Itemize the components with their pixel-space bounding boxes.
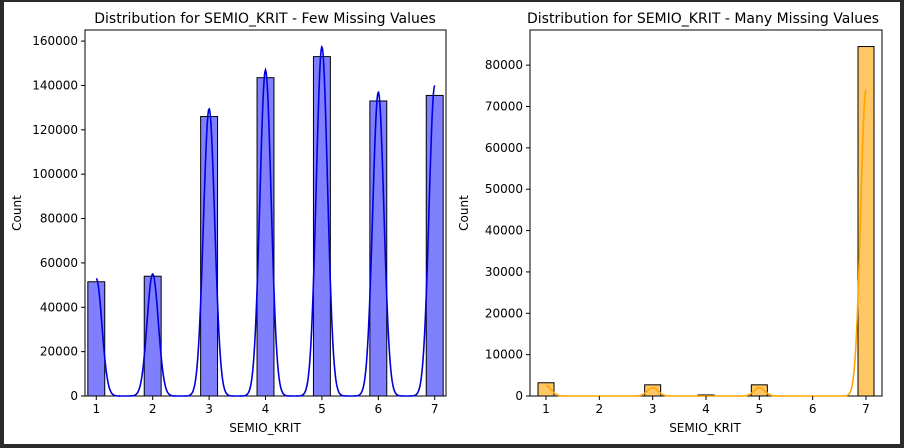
x-tick-label: 4 (702, 402, 710, 416)
x-tick-label: 5 (756, 402, 764, 416)
y-axis-label: Count (10, 195, 24, 231)
y-tick-label: 50000 (485, 182, 523, 196)
y-tick-label: 140000 (32, 78, 78, 92)
y-tick-label: 40000 (485, 224, 523, 238)
y-tick-label: 120000 (32, 123, 78, 137)
y-tick-label: 30000 (485, 265, 523, 279)
x-tick-label: 3 (649, 402, 657, 416)
y-tick-label: 40000 (40, 300, 78, 314)
y-tick-label: 60000 (40, 256, 78, 270)
y-tick-label: 60000 (485, 141, 523, 155)
chart-title: Distribution for SEMIO_KRIT - Many Missi… (527, 11, 879, 27)
histogram-bar (313, 57, 330, 396)
y-tick-label: 100000 (32, 167, 78, 181)
histogram-bar (144, 276, 161, 396)
x-tick-label: 7 (431, 402, 439, 416)
x-axis-label: SEMIO_KRIT (229, 421, 301, 435)
histogram-bar (201, 117, 218, 396)
histogram-bar (257, 78, 274, 396)
histogram-bar (426, 95, 443, 396)
x-tick-label: 1 (92, 402, 100, 416)
plot-area: 1 2 3 4 5 6 7 0 10000 20000 30000 40000 50000 60000 70… (485, 30, 882, 416)
x-tick-label: 1 (542, 402, 550, 416)
x-axis-label: SEMIO_KRIT (669, 421, 741, 435)
plot-area: 1 2 3 4 5 6 7 0 20000 40000 60000 80000 100000 120000… (32, 30, 446, 416)
histogram-bar (88, 282, 105, 396)
y-axis-label: Count (457, 195, 471, 231)
x-tick-label: 2 (149, 402, 157, 416)
y-tick-label: 80000 (485, 58, 523, 72)
y-tick-label: 10000 (485, 348, 523, 362)
y-tick-label: 0 (70, 389, 78, 403)
y-tick-label: 0 (515, 389, 523, 403)
plot-frame (530, 30, 882, 396)
x-tick-label: 4 (262, 402, 270, 416)
x-tick-label: 6 (809, 402, 817, 416)
x-tick-label: 5 (318, 402, 326, 416)
x-tick-label: 2 (596, 402, 604, 416)
x-tick-label: 7 (862, 402, 870, 416)
y-tick-label: 20000 (40, 345, 78, 359)
y-tick-label: 80000 (40, 212, 78, 226)
y-tick-label: 20000 (485, 306, 523, 320)
histogram-bar (370, 101, 387, 396)
x-tick-label: 3 (205, 402, 213, 416)
x-tick-label: 6 (374, 402, 382, 416)
y-tick-label: 70000 (485, 100, 523, 114)
y-tick-label: 160000 (32, 34, 78, 48)
chart-title: Distribution for SEMIO_KRIT - Few Missin… (94, 11, 436, 27)
